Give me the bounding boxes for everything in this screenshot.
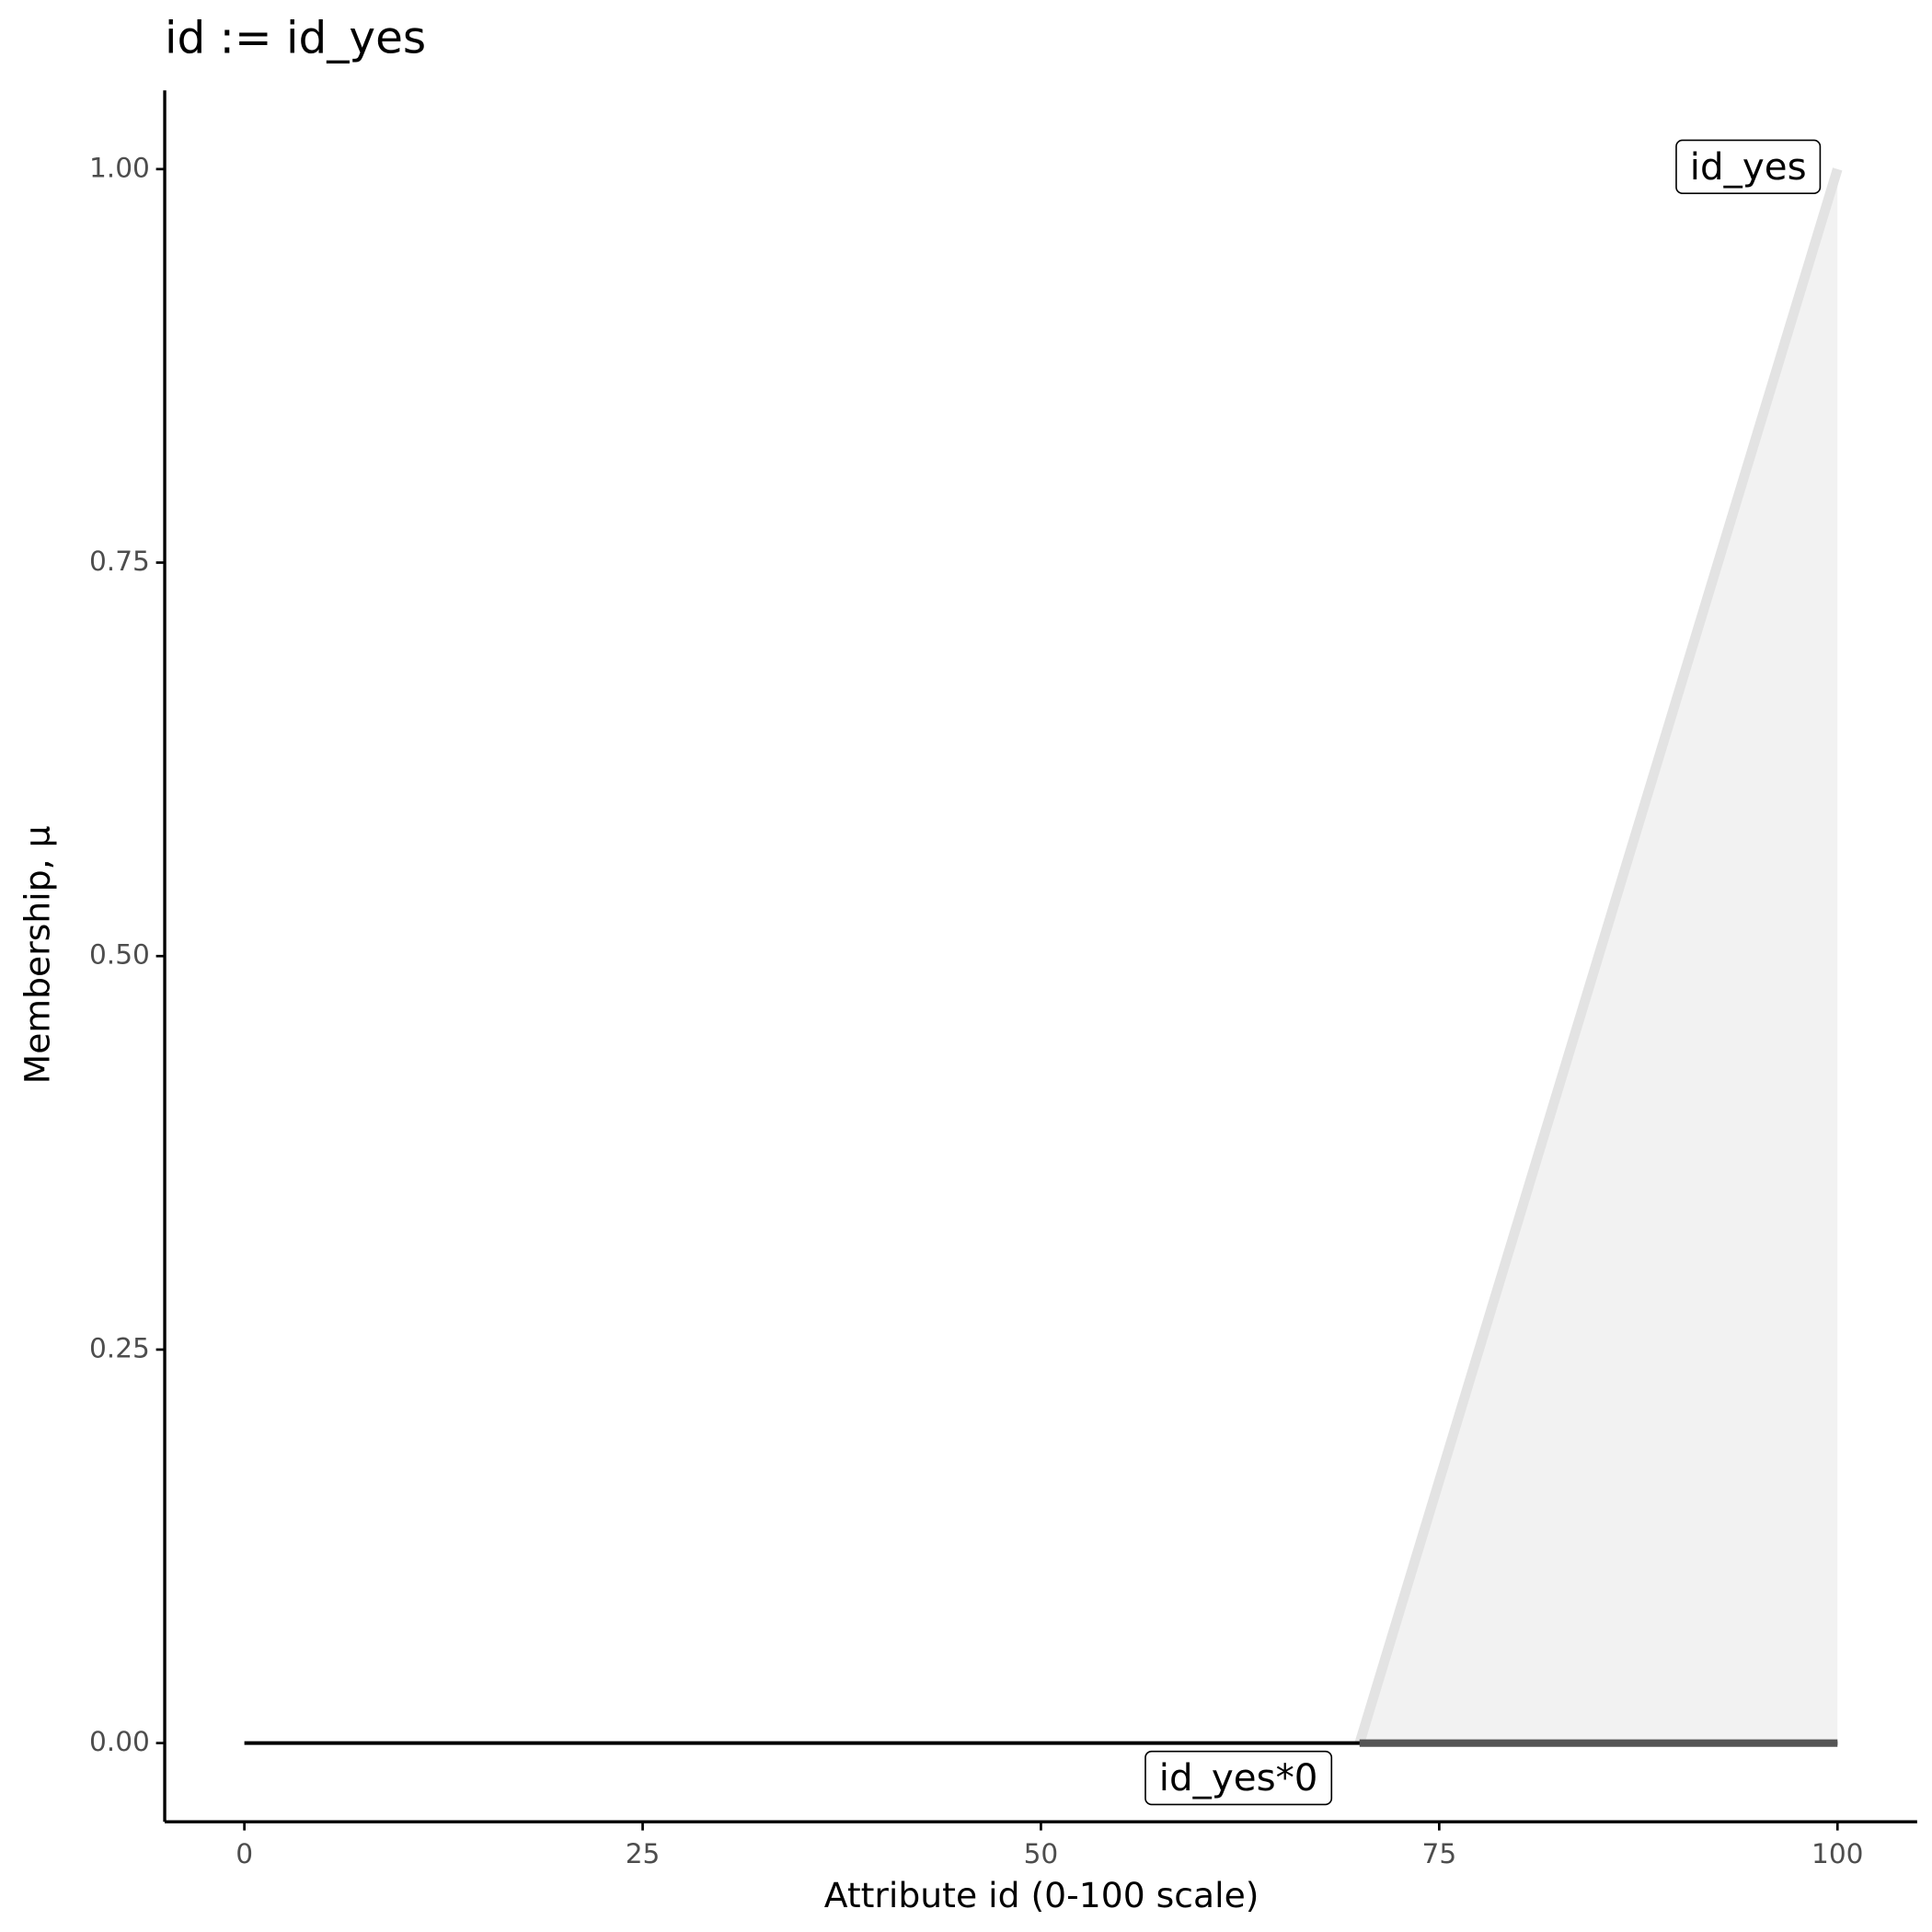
y-axis-title: Membership, μ	[17, 825, 58, 1084]
x-axis-title: Attribute id (0-100 scale)	[824, 1875, 1259, 1915]
y-tick-label: 0.00	[89, 1726, 150, 1757]
chart-title: id := id_yes	[165, 12, 426, 63]
y-tick-label: 0.50	[89, 939, 150, 971]
series-label-box	[1675, 139, 1822, 195]
y-tick-label: 0.25	[89, 1332, 150, 1363]
series-label: id_yes	[1690, 145, 1807, 189]
series-label: id_yes*0	[1159, 1756, 1318, 1800]
x-tick-label: 0	[236, 1838, 253, 1869]
y-tick-label: 0.75	[89, 546, 150, 577]
y-tick-label: 1.00	[89, 152, 150, 183]
x-tick-label: 75	[1422, 1838, 1457, 1869]
x-tick-label: 25	[626, 1838, 661, 1869]
line	[1354, 167, 1843, 1745]
series-label-box	[1144, 1750, 1333, 1806]
x-tick-label: 100	[1811, 1838, 1864, 1869]
x-tick-label: 50	[1024, 1838, 1059, 1869]
